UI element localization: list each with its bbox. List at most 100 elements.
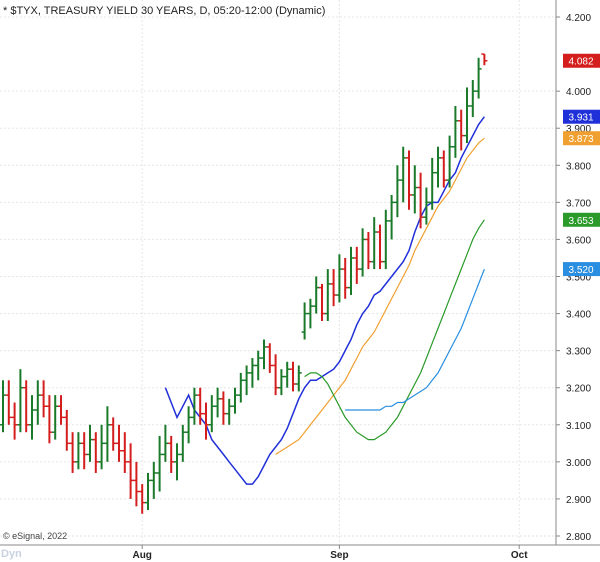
ohlc-bar [255, 350, 262, 381]
y-tick-label: 3.300 [566, 347, 591, 358]
ohlc-bar [284, 361, 291, 388]
ohlc-bar [336, 254, 343, 303]
ohlc-bar [266, 343, 273, 373]
y-tick-label: 4.000 [566, 87, 591, 98]
copyright-text: © eSignal, 2022 [3, 531, 67, 541]
ohlc-bar [162, 424, 169, 462]
ohlc-bar [34, 380, 41, 425]
ohlc-bar [185, 406, 192, 444]
ohlc-bar [429, 157, 436, 210]
badge-label: 4.082 [568, 57, 593, 68]
y-tick-label: 3.600 [566, 235, 591, 246]
ohlc-bar [226, 398, 233, 425]
ohlc-bar [458, 109, 465, 151]
badge-ma-lightblue: 3.520 [563, 262, 600, 277]
ohlc-bar [52, 395, 59, 440]
ohlc-bar [278, 369, 285, 396]
badge-box [563, 131, 600, 146]
ohlc-bar [411, 165, 418, 214]
ohlc-bar [87, 424, 93, 462]
badge-ma-orange: 3.873 [563, 131, 600, 146]
ohlc-bar [394, 165, 401, 218]
ohlc-bar [92, 432, 99, 473]
ohlc-bar [307, 298, 314, 329]
y-tick-label: 4.200 [566, 13, 591, 24]
ohlc-bar [220, 391, 227, 425]
ohlc-bar [156, 435, 163, 492]
ohlc-bar [423, 187, 430, 225]
y-axis-ticks: 4.200 4.000 3.900 3.800 3.700 3.600 3.500 3.400… [556, 13, 591, 543]
ohlc-bar [150, 461, 157, 499]
badge-box [563, 109, 600, 124]
badge-label: 3.873 [568, 134, 593, 145]
ohlc-bar [139, 484, 146, 514]
ohlc-bar [353, 246, 360, 284]
ohlc-bar [365, 232, 372, 270]
ohlc-bar [208, 395, 215, 433]
ohlc-bar [295, 365, 302, 392]
ohlc-bar [98, 424, 105, 470]
ohlc-bar [191, 387, 198, 425]
ohlc-bar [145, 472, 151, 511]
ohlc-bar [104, 406, 111, 462]
ohlc-bar [17, 369, 24, 433]
ohlc-bar [417, 172, 424, 229]
ma-orange-line [275, 137, 485, 455]
ohlc-bar [63, 409, 70, 451]
ohlc-bar [261, 339, 267, 370]
ohlc-bar [46, 395, 53, 444]
x-axis-ticks: Aug Sep Oct [132, 545, 528, 561]
ohlc-bar [382, 209, 389, 270]
last-value-badges: 4.082 3.931 3.873 3.653 3.520 [563, 53, 600, 277]
badge-label: 3.520 [568, 265, 593, 276]
ohlc-bar [469, 80, 476, 118]
ohlc-bar [377, 224, 383, 270]
ohlc-bar [174, 443, 180, 481]
watermark-text: Dyn [1, 548, 22, 560]
y-tick-label: 3.800 [566, 161, 591, 172]
badge-price: 4.082 [563, 53, 600, 68]
ohlc-bar [406, 150, 412, 210]
ohlc-bar [440, 150, 447, 188]
ohlc-bar [237, 372, 244, 403]
badge-ma-green: 3.653 [563, 212, 600, 227]
y-tick-label: 2.800 [566, 532, 591, 543]
y-tick-label: 3.100 [566, 421, 591, 432]
ohlc-bar [23, 380, 30, 433]
ohlc-bar [197, 387, 204, 425]
ohlc-bar [81, 432, 88, 470]
y-tick-label: 2.900 [566, 495, 591, 506]
ohlc-bar [203, 402, 209, 440]
ohlc-bar [301, 302, 308, 340]
badge-box [563, 53, 600, 68]
ohlc-bar [0, 380, 6, 433]
ohlc-bar [110, 417, 117, 451]
ohlc-bar [435, 146, 441, 188]
ohlc-bar [179, 424, 186, 462]
ma-lightblue-line [345, 268, 485, 411]
ohlc-bar [290, 361, 296, 392]
ohlc-bar [359, 228, 366, 277]
ohlc-bar [324, 269, 331, 321]
badge-ma-blue: 3.931 [563, 109, 600, 124]
ohlc-bar [58, 395, 64, 425]
ohlc-bar [330, 269, 337, 307]
ohlc-bar [388, 194, 395, 240]
ohlc-bar [272, 354, 279, 396]
ohlc-bar [116, 424, 122, 462]
price-bars [0, 53, 488, 514]
ma-green-line [304, 219, 485, 441]
badge-label: 3.653 [568, 216, 593, 227]
ohlc-bar [127, 443, 134, 499]
x-tick-label: Sep [330, 550, 348, 561]
y-tick-label: 3.700 [566, 198, 591, 209]
ohlc-bar [243, 365, 250, 396]
ohlc-bar [69, 432, 76, 473]
ohlc-bar [313, 276, 320, 314]
badge-label: 3.931 [568, 113, 593, 124]
ohlc-bar [232, 387, 238, 414]
ohlc-bar [249, 358, 256, 388]
ohlc-bar [400, 146, 407, 203]
